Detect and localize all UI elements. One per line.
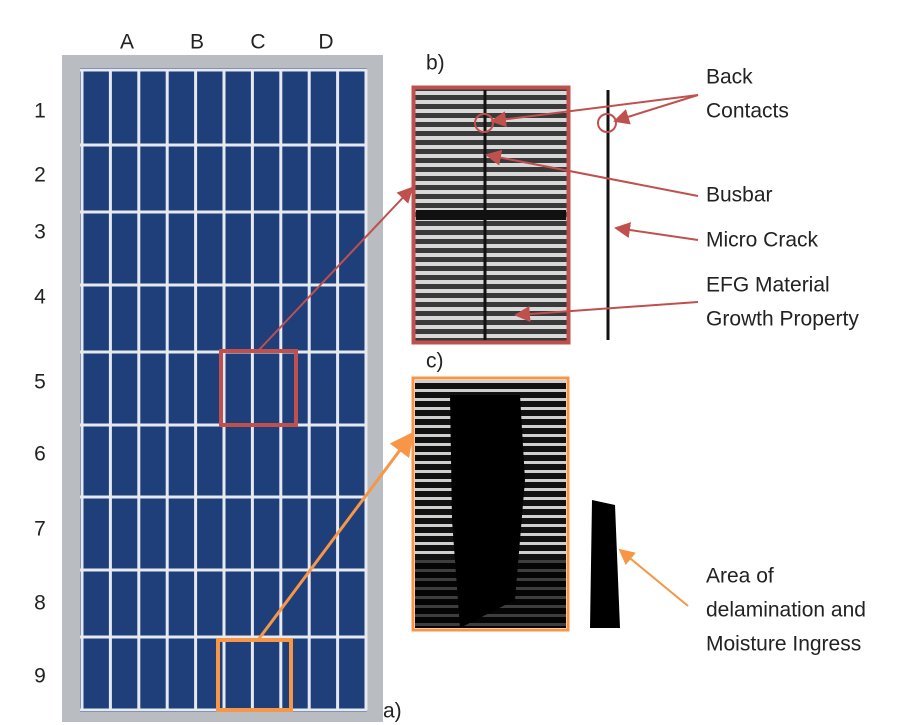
row-label: 4 xyxy=(34,286,46,309)
annotation-arrow xyxy=(620,550,688,606)
row-label: 8 xyxy=(34,592,46,615)
annotation: EFG Material xyxy=(706,274,830,297)
el-image-b xyxy=(414,88,666,342)
row-label: 3 xyxy=(34,221,46,244)
annotation: Moisture Ingress xyxy=(706,633,861,656)
column-label: C xyxy=(250,31,265,54)
panel-label: b) xyxy=(426,52,445,75)
panel-label: c) xyxy=(426,350,444,373)
annotation: delamination and xyxy=(706,599,866,622)
annotation: Contacts xyxy=(706,100,789,123)
annotation: Micro Crack xyxy=(706,229,819,252)
annotation: Growth Property xyxy=(706,308,859,331)
annotation: Busbar xyxy=(706,184,773,207)
row-label: 1 xyxy=(34,100,46,123)
column-label: A xyxy=(120,31,134,54)
figure: A B C D 1 2 3 4 5 6 7 8 9 a) b) c) Back Contacts Busbar Mic… xyxy=(0,0,909,725)
row-label: 5 xyxy=(34,371,46,394)
el-image-c xyxy=(415,380,620,628)
panel-label: a) xyxy=(383,700,402,723)
annotation: Area of xyxy=(706,565,774,588)
row-label: 2 xyxy=(34,164,46,187)
column-label: B xyxy=(190,31,204,54)
row-label: 9 xyxy=(34,665,46,688)
row-label: 7 xyxy=(34,518,46,541)
annotation: Back xyxy=(706,66,753,89)
row-label: 6 xyxy=(34,443,46,466)
column-label: D xyxy=(318,31,333,54)
